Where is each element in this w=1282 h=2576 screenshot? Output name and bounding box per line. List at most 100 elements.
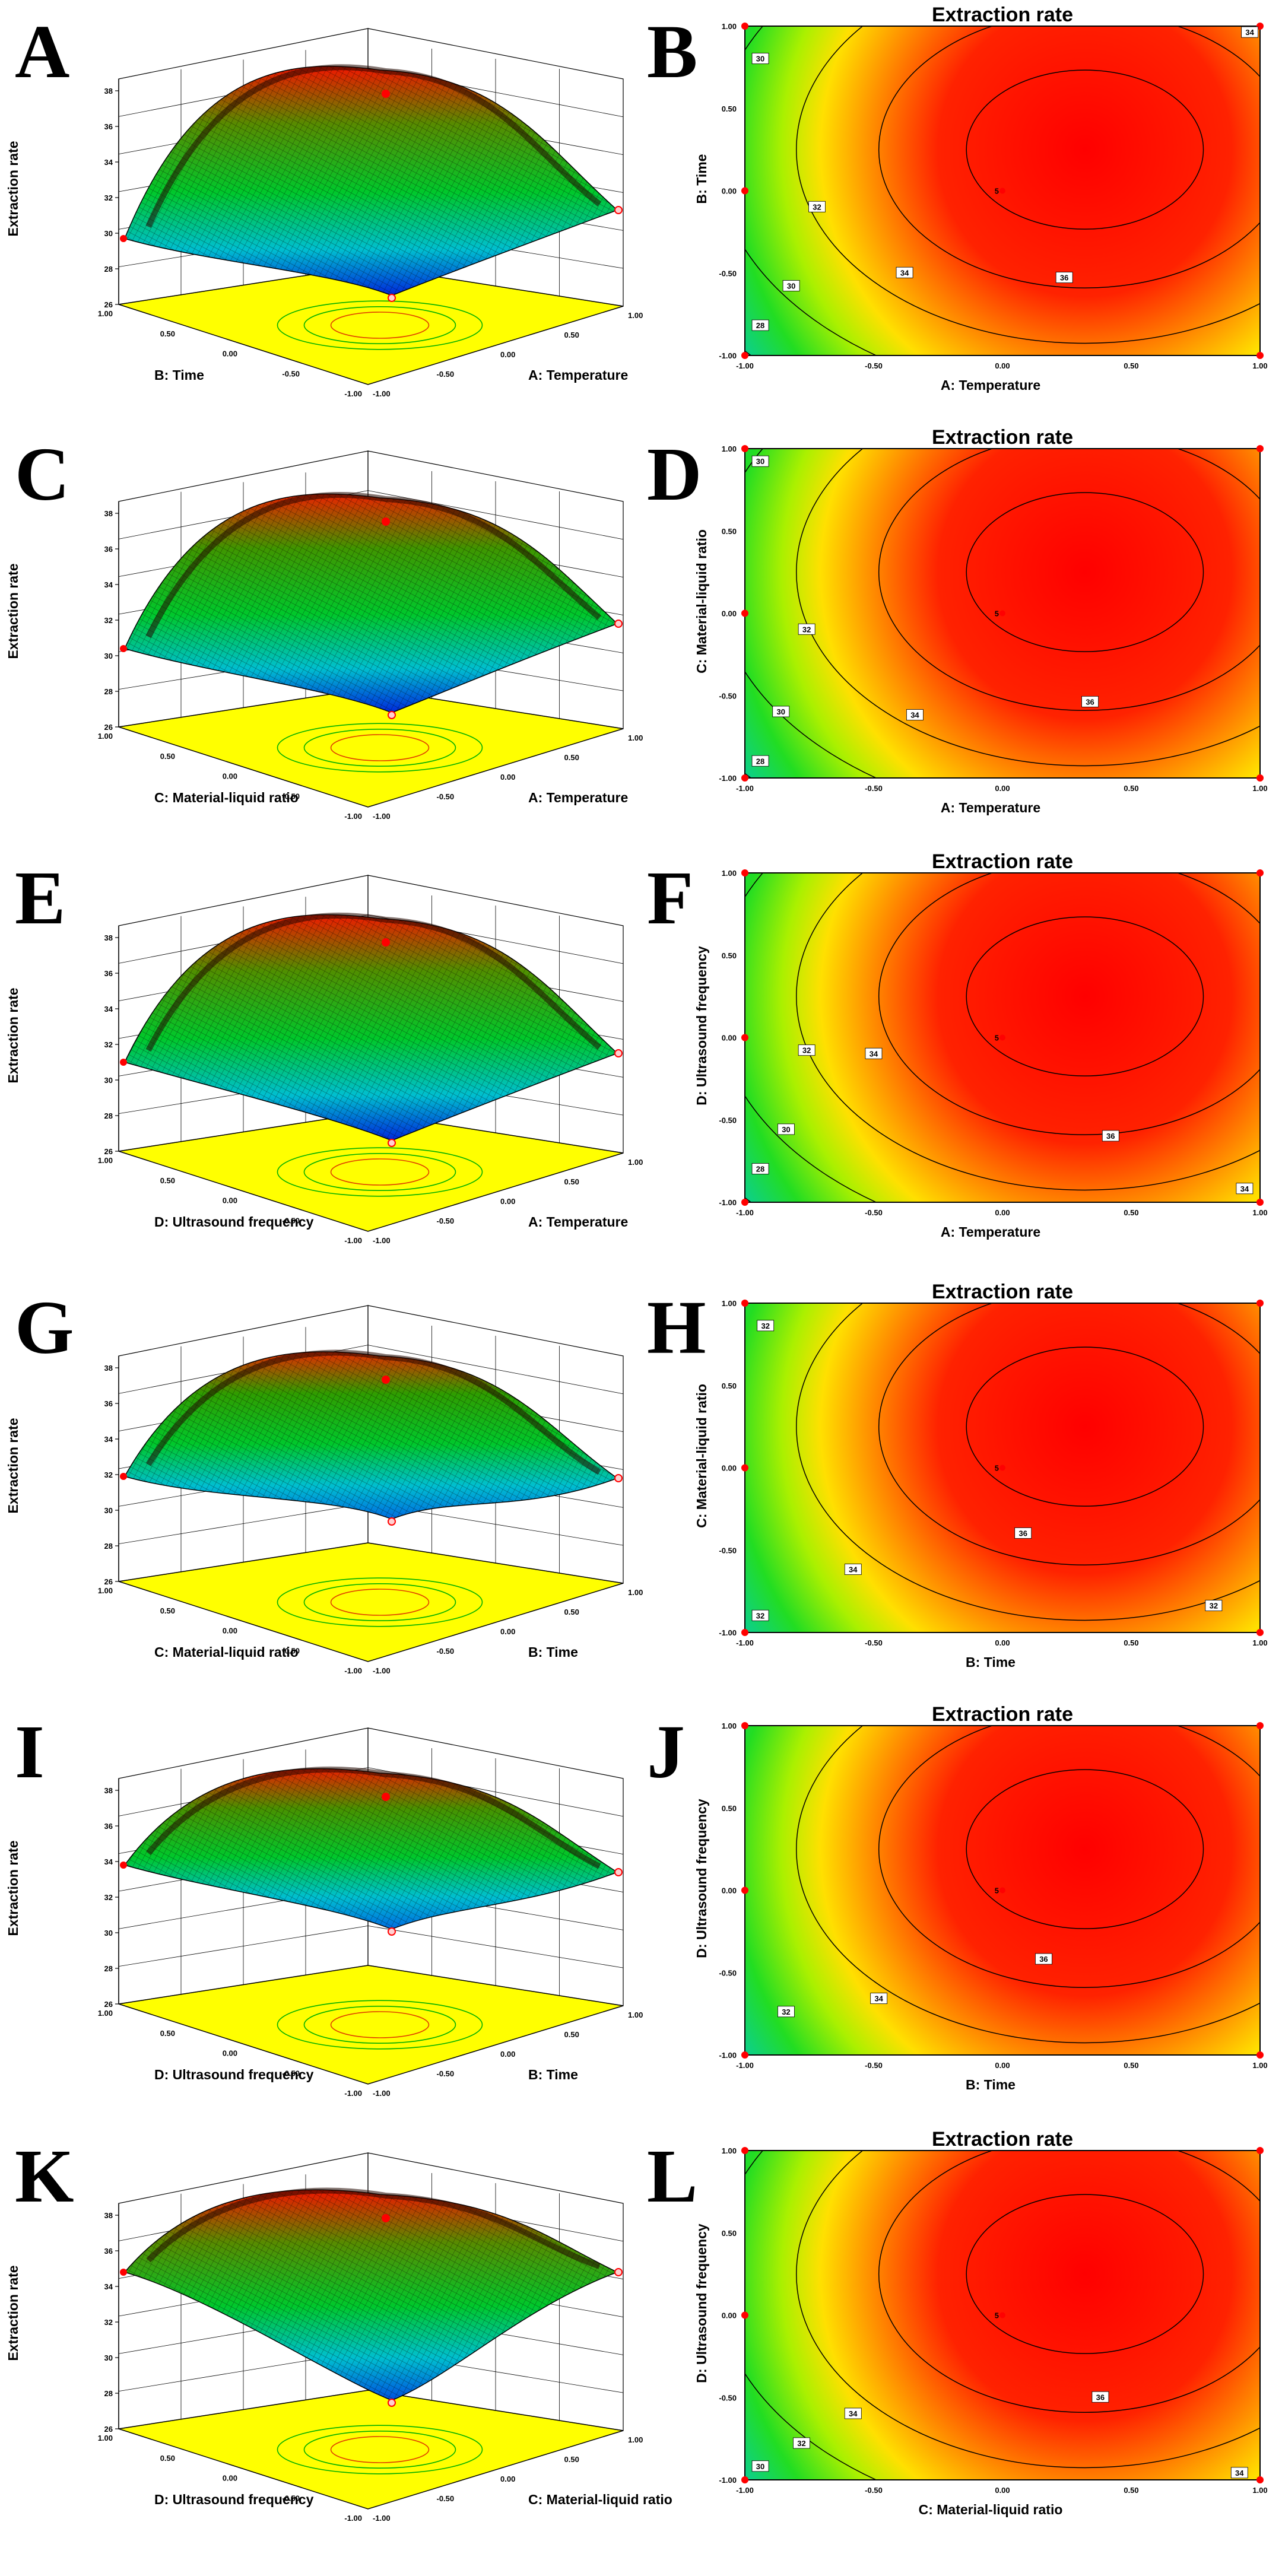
design-point bbox=[120, 645, 127, 652]
contour-label-box bbox=[772, 706, 790, 717]
design-point bbox=[1256, 1629, 1264, 1636]
surface-floor bbox=[118, 1965, 624, 2085]
floor-tick-label: 0.50 bbox=[564, 753, 579, 762]
floor-tick-label: 1.00 bbox=[98, 2434, 113, 2442]
contour-label: 34 bbox=[1240, 1184, 1249, 1193]
surface-plot-C: 26 28 30 32 34 36 38 -1.00 -1.00 -0.50 -0.50 0.00 0.… bbox=[5, 450, 643, 821]
contour-label-box bbox=[1055, 272, 1073, 283]
floor-tick-label: 1.00 bbox=[98, 732, 113, 741]
y-tick-label: 1.00 bbox=[722, 869, 737, 878]
z-tick-label: 26 bbox=[104, 300, 113, 309]
panel-letter-K: K bbox=[15, 2134, 74, 2218]
z-tick-label: 36 bbox=[104, 969, 113, 978]
x-tick-label: 0.50 bbox=[1124, 2061, 1138, 2070]
contour-y-label: C: Material-liquid ratio bbox=[694, 1384, 709, 1528]
design-point bbox=[120, 1473, 127, 1480]
design-point bbox=[388, 1517, 396, 1526]
contour-label-box bbox=[757, 1320, 775, 1332]
contour-label-box bbox=[1230, 2467, 1248, 2479]
floor-tick-label: -0.50 bbox=[282, 1646, 300, 1655]
contour-y-label: D: Ultrasound frequency bbox=[694, 2224, 709, 2383]
surface-plot-K: 26 28 30 32 34 36 38 -1.00 -1.00 -0.50 -0.50 0.00 0.… bbox=[5, 2152, 672, 2523]
floor-contour bbox=[277, 2000, 483, 2050]
z-tick-label: 38 bbox=[104, 509, 113, 518]
design-point bbox=[741, 187, 748, 195]
y-tick-label: -0.50 bbox=[719, 1116, 737, 1125]
contour-plot-J: 5 36 34 32 -1.00 -0.50 0.00 0.50 1.00 -1.00 -0.50 0… bbox=[694, 1703, 1268, 2092]
contour-label: 34 bbox=[874, 1994, 883, 2003]
y-tick-label: 0.00 bbox=[722, 1886, 737, 1895]
contour-label-box bbox=[798, 623, 815, 635]
contour-line bbox=[966, 2194, 1204, 2354]
contour-label: 36 bbox=[1096, 2393, 1105, 2402]
x-factor-label: B: Time bbox=[528, 2067, 578, 2082]
y-factor-label: D: Ultrasound frequency bbox=[154, 2067, 314, 2082]
contour-x-label: C: Material-liquid ratio bbox=[919, 2502, 1063, 2517]
contour-line bbox=[796, 1303, 1260, 1621]
contour-label-box bbox=[844, 1564, 862, 1575]
floor-tick-label: 0.00 bbox=[223, 2474, 237, 2483]
contour-label-box bbox=[844, 2407, 862, 2419]
floor-tick-label: -0.50 bbox=[282, 1216, 300, 1225]
surface-crest bbox=[145, 912, 602, 1052]
floor-tick-label: 0.00 bbox=[500, 1627, 515, 1636]
design-point bbox=[1256, 774, 1264, 782]
contour-label-box bbox=[896, 266, 913, 278]
y-tick-label: -1.00 bbox=[719, 351, 737, 360]
x-tick-label: 0.00 bbox=[995, 2061, 1010, 2070]
contour-label-box bbox=[865, 1047, 883, 1059]
x-tick-label: 0.50 bbox=[1124, 361, 1138, 370]
contour-title: Extraction rate bbox=[932, 426, 1073, 449]
surface-floor bbox=[118, 688, 624, 808]
z-tick-label: 38 bbox=[104, 933, 113, 942]
floor-tick-label: -0.50 bbox=[437, 2069, 455, 2078]
design-point bbox=[1256, 445, 1264, 452]
x-factor-label: C: Material-liquid ratio bbox=[528, 2492, 672, 2507]
z-tick-label: 32 bbox=[104, 193, 113, 202]
contour-y-label: B: Time bbox=[694, 154, 709, 204]
contour-line bbox=[966, 916, 1204, 1076]
y-factor-label: D: Ultrasound frequency bbox=[154, 2492, 314, 2507]
design-point bbox=[120, 1059, 127, 1066]
design-point bbox=[382, 1793, 390, 1801]
contour-label-box bbox=[1102, 1130, 1119, 1142]
center-point bbox=[999, 188, 1005, 194]
contour-label: 36 bbox=[1060, 274, 1068, 282]
z-tick-label: 34 bbox=[104, 580, 113, 589]
panel-letter-J: J bbox=[647, 1710, 685, 1794]
floor-tick-label: 1.00 bbox=[628, 2435, 643, 2444]
x-tick-label: -0.50 bbox=[865, 784, 883, 793]
z-tick-label: 32 bbox=[104, 2318, 113, 2327]
design-point bbox=[741, 2051, 748, 2059]
x-tick-label: 1.00 bbox=[1252, 1208, 1267, 1217]
x-tick-label: -1.00 bbox=[736, 784, 754, 793]
contour-label: 28 bbox=[756, 321, 764, 330]
contour-label-box bbox=[751, 53, 769, 64]
contour-label: 34 bbox=[1235, 2469, 1244, 2477]
design-point bbox=[1256, 1300, 1264, 1307]
floor-contour bbox=[303, 306, 456, 344]
panel-letter-F: F bbox=[647, 856, 693, 940]
contour-label: 30 bbox=[756, 457, 764, 466]
z-tick-label: 26 bbox=[104, 1147, 113, 1156]
floor-tick-label: -1.00 bbox=[373, 1666, 391, 1675]
contour-label: 32 bbox=[797, 2439, 805, 2448]
z-tick-label: 28 bbox=[104, 1111, 113, 1120]
z-axis-label: Extraction rate bbox=[5, 987, 21, 1083]
floor-tick-label: 1.00 bbox=[628, 311, 643, 320]
contour-label: 30 bbox=[777, 707, 785, 716]
floor-contour bbox=[303, 2006, 456, 2044]
floor-tick-label: 0.50 bbox=[564, 1608, 579, 1616]
floor-tick-label: 0.50 bbox=[160, 1606, 175, 1615]
floor-tick-label: -0.50 bbox=[437, 370, 455, 379]
contour-label: 32 bbox=[802, 1046, 811, 1055]
x-tick-label: -0.50 bbox=[865, 1208, 883, 1217]
design-point bbox=[741, 609, 748, 617]
floor-contour bbox=[277, 1577, 483, 1627]
center-replicate-label: 5 bbox=[995, 187, 999, 196]
y-tick-label: -0.50 bbox=[719, 691, 737, 700]
floor-contour bbox=[277, 1147, 483, 1197]
z-tick-label: 26 bbox=[104, 723, 113, 732]
contour-line bbox=[966, 1346, 1204, 1507]
contour-label-box bbox=[906, 709, 924, 720]
